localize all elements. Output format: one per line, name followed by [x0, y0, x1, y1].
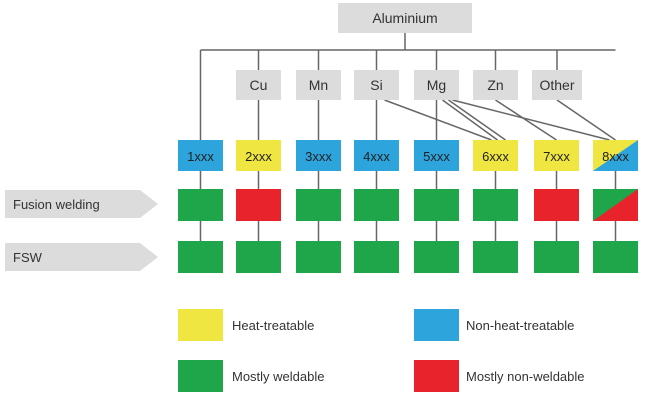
- legend-label: Mostly weldable: [232, 369, 325, 384]
- connector-line: [384, 99, 492, 141]
- element-nodes: Cu Mn Si Mg Zn Other: [236, 70, 582, 100]
- row-label-fusion: Fusion welding: [5, 190, 158, 218]
- element-label: Other: [539, 77, 574, 93]
- series-node-7xxx: 7xxx: [534, 140, 579, 171]
- element-box: [473, 70, 518, 100]
- element-label: Mg: [427, 77, 446, 93]
- series-label: 5xxx: [423, 149, 450, 164]
- legend-swatch-red: [414, 360, 459, 392]
- weld-cell-weldable: [414, 189, 459, 221]
- series-node-5xxx: 5xxx: [414, 140, 459, 171]
- legend-item-mostly-non-weldable: Mostly non-weldable: [414, 360, 585, 392]
- series-label: 3xxx: [305, 149, 332, 164]
- element-node-other: Other: [532, 70, 582, 100]
- element-node-cu: Cu: [236, 70, 281, 100]
- weld-cell-weldable: [473, 189, 518, 221]
- weld-cell-weldable: [354, 241, 399, 273]
- element-box: [354, 70, 399, 100]
- series-box: [178, 140, 223, 171]
- element-node-zn: Zn: [473, 70, 518, 100]
- legend: Heat-treatable Non-heat-treatable Mostly…: [178, 309, 585, 392]
- series-label: 6xxx: [482, 149, 509, 164]
- weld-cell-non-weldable: [534, 189, 579, 221]
- legend-label: Mostly non-weldable: [466, 369, 585, 384]
- weld-cell-weldable: [178, 189, 223, 221]
- connector-line: [442, 99, 498, 141]
- weld-cell-weldable: [296, 189, 341, 221]
- series-label: 4xxx: [363, 149, 390, 164]
- element-box: [414, 70, 459, 100]
- element-label: Si: [370, 77, 382, 93]
- weld-cell-weldable: [178, 241, 223, 273]
- weld-cell-weldable: [534, 241, 579, 273]
- legend-swatch-yellow: [178, 309, 223, 341]
- connector-lines: [199, 33, 617, 241]
- element-label: Mn: [309, 77, 328, 93]
- series-label: 1xxx: [187, 149, 214, 164]
- legend-swatch-blue: [414, 309, 459, 341]
- row-arrow: [5, 190, 158, 218]
- series-nodes: 1xxx 2xxx 3xxx 4xxx 5xxx 6xxx 7xxx 8xxx: [178, 140, 638, 171]
- legend-label: Non-heat-treatable: [466, 318, 574, 333]
- weld-cell-weldable: [473, 241, 518, 273]
- connector-line: [556, 99, 616, 141]
- series-label: 2xxx: [245, 149, 272, 164]
- element-node-si: Si: [354, 70, 399, 100]
- row-arrow: [5, 243, 158, 271]
- element-box: [296, 70, 341, 100]
- root-node: Aluminium: [338, 3, 472, 33]
- root-box: [338, 3, 472, 33]
- legend-swatch-green: [178, 360, 223, 392]
- element-label: Cu: [250, 77, 268, 93]
- element-label: Zn: [487, 77, 503, 93]
- series-box: [473, 140, 518, 171]
- weldability-cells: [178, 189, 638, 273]
- series-box: [236, 140, 281, 171]
- series-node-3xxx: 3xxx: [296, 140, 341, 171]
- weld-cell-weldable: [414, 241, 459, 273]
- root-label: Aluminium: [372, 10, 437, 26]
- element-box: [236, 70, 281, 100]
- weld-cell-weldable: [236, 241, 281, 273]
- element-node-mn: Mn: [296, 70, 341, 100]
- connector-line: [495, 99, 557, 141]
- legend-item-heat-treatable: Heat-treatable: [178, 309, 314, 341]
- legend-item-non-heat-treatable: Non-heat-treatable: [414, 309, 574, 341]
- element-node-mg: Mg: [414, 70, 459, 100]
- element-box: [532, 70, 582, 100]
- legend-label: Heat-treatable: [232, 318, 314, 333]
- series-label: 7xxx: [543, 149, 570, 164]
- series-box: [296, 140, 341, 171]
- weld-cell-weldable: [296, 241, 341, 273]
- row-label-text: FSW: [13, 250, 43, 265]
- series-node-1xxx: 1xxx: [178, 140, 223, 171]
- series-box: [534, 140, 579, 171]
- series-node-8xxx: 8xxx: [593, 140, 638, 171]
- weld-cell-weldable: [593, 241, 638, 273]
- series-node-4xxx: 4xxx: [354, 140, 399, 171]
- weld-cell-weldable: [354, 189, 399, 221]
- connector-line: [448, 99, 506, 141]
- series-box-split: [593, 140, 638, 171]
- weld-cell-non-weldable: [236, 189, 281, 221]
- weld-cell-split: [593, 189, 638, 221]
- series-box: [354, 140, 399, 171]
- series-node-2xxx: 2xxx: [236, 140, 281, 171]
- series-box: [414, 140, 459, 171]
- legend-item-mostly-weldable: Mostly weldable: [178, 360, 325, 392]
- row-label-text: Fusion welding: [13, 197, 100, 212]
- series-node-6xxx: 6xxx: [473, 140, 518, 171]
- row-label-fsw: FSW: [5, 243, 158, 271]
- connector-line: [452, 99, 610, 141]
- series-label: 8xxx: [602, 149, 629, 164]
